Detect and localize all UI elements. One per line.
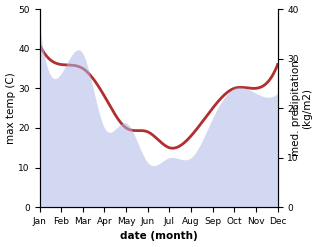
X-axis label: date (month): date (month) <box>120 231 197 242</box>
Y-axis label: med. precipitation
(kg/m2): med. precipitation (kg/m2) <box>291 60 313 156</box>
Y-axis label: max temp (C): max temp (C) <box>5 72 16 144</box>
